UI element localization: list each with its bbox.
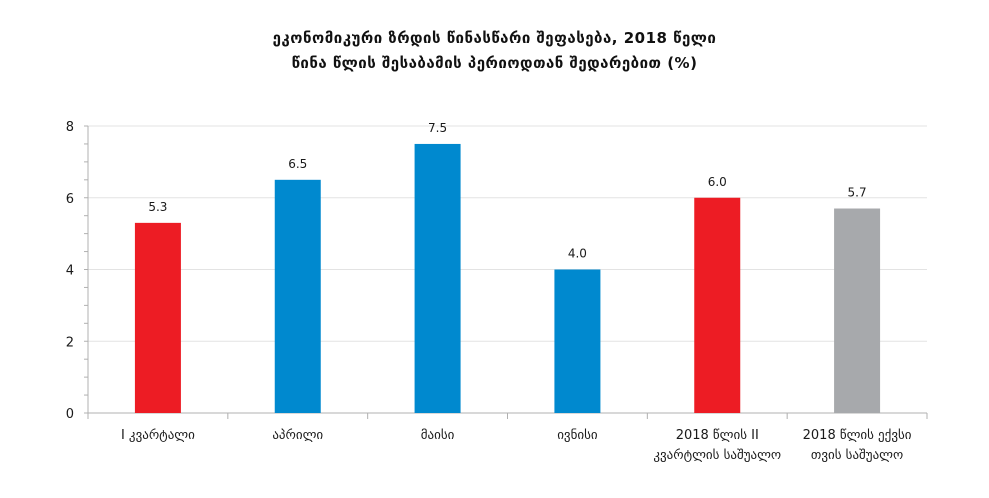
category-label-3: მაისი (421, 428, 455, 443)
grid-lines (88, 125, 927, 342)
chart-title: ეკონომიკური ზრდის წინასწარი შეფასება, 20… (272, 29, 717, 47)
y-tick-label-6: 6 (66, 192, 74, 207)
y-tick-label-8: 8 (66, 120, 74, 135)
value-label-5: 6.0 (708, 175, 727, 189)
category-label-1: I კვარტალი (121, 428, 195, 443)
category-label-5: კვარტლის საშუალო (653, 448, 781, 463)
y-tick-label-4: 4 (66, 264, 74, 279)
value-label-1: 5.3 (148, 200, 167, 214)
bar-5 (694, 197, 741, 413)
category-label-4: ივნისი (557, 428, 598, 443)
category-label-6: 2018 წლის ექვსი (803, 428, 912, 443)
chart-title-block: ეკონომიკური ზრდის წინასწარი შეფასება, 20… (0, 26, 989, 76)
axes: 0 2 4 6 8 (66, 120, 928, 422)
bar-1 (134, 222, 181, 413)
bar-6 (834, 208, 881, 413)
value-label-2: 6.5 (288, 157, 307, 171)
y-tick-label-2: 2 (66, 335, 74, 350)
bar-3 (414, 143, 461, 413)
value-label-4: 4.0 (568, 247, 587, 261)
category-label-2: აპრილი (272, 428, 323, 443)
bar-4 (554, 269, 601, 413)
y-tick-label-0: 0 (66, 407, 74, 422)
bar-2 (274, 179, 321, 413)
category-label-5: 2018 წლის II (676, 428, 759, 443)
value-label-3: 7.5 (428, 121, 447, 135)
chart-subtitle: წინა წლის შესაბამის პერიოდთან შედარებით … (291, 54, 698, 72)
labels: 5.3 I კვარტალი 6.5 აპრილი 7.5 მაისი 4.0 ივნისი 6… (121, 121, 912, 463)
bars (134, 143, 881, 413)
value-label-6: 5.7 (848, 186, 867, 200)
category-label-6: თვის საშუალო (811, 448, 903, 463)
